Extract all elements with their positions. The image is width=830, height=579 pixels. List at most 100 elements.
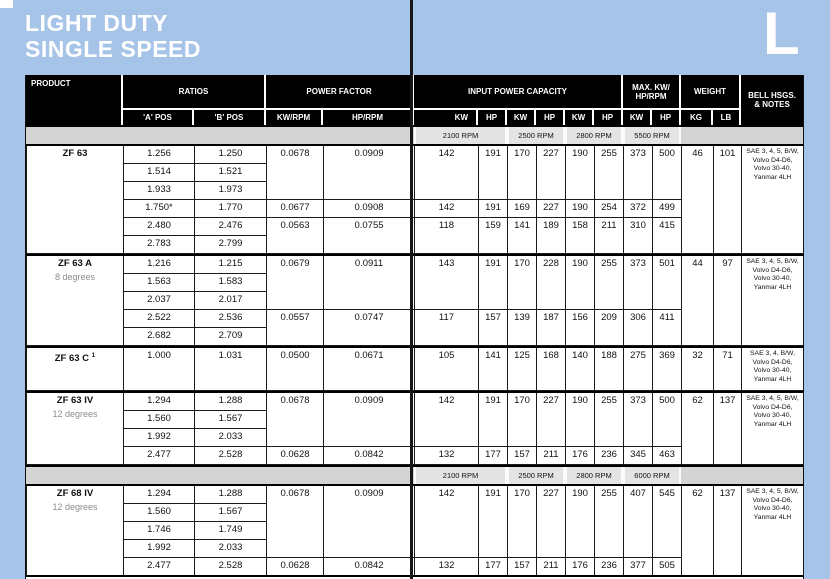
capacity-cell: 187: [536, 309, 566, 346]
capacity-cell: 310: [623, 217, 653, 254]
capacity-cell: 211: [536, 557, 566, 577]
capacity-cell: 227: [536, 484, 566, 558]
rpm-label: 5500 RPM: [623, 127, 681, 144]
page-title-line2: SINGLE SPEED: [25, 36, 201, 62]
capacity-cell: 500: [652, 144, 682, 200]
ratio-b-cell: 2.033: [194, 539, 267, 558]
capacity-cell: 176: [565, 446, 595, 465]
ratio-b-cell: 1.250: [194, 144, 267, 164]
capacity-cell: 169: [507, 199, 537, 218]
capacity-cell: 236: [594, 557, 624, 577]
ratio-b-cell: 2.536: [194, 309, 267, 328]
hp-rpm-cell: 0.0909: [323, 144, 415, 200]
ratio-a-cell: 2.477: [123, 446, 195, 465]
product-block: ZF 68 IV 12 degrees 1.294 1.288 0.0678 0.0909…: [26, 484, 804, 577]
capacity-cell: 157: [478, 309, 508, 346]
capacity-cell: 170: [507, 144, 537, 200]
kw-rpm-cell: 0.0628: [266, 557, 324, 577]
capacity-cell: 211: [594, 217, 624, 254]
capacity-cell: 190: [565, 254, 595, 310]
weight-kg-cell: 62: [681, 391, 714, 465]
hp-rpm-cell: 0.0671: [323, 346, 415, 391]
notes-cell: SAE 3, 4, 5, B/W, Volvo D4-D6, Volvo 30-40…: [741, 391, 804, 465]
kw-rpm-cell: 0.0500: [266, 346, 324, 391]
hp-rpm-cell: 0.0909: [323, 391, 415, 447]
kw-rpm-cell: 0.0557: [266, 309, 324, 346]
ratio-b-cell: 1.031: [194, 346, 267, 391]
ratio-a-cell: 2.783: [123, 235, 195, 254]
capacity-cell: 345: [623, 446, 653, 465]
weight-lb-cell: 137: [713, 484, 742, 577]
capacity-cell: 411: [652, 309, 682, 346]
subheader-kg: KG: [681, 108, 713, 125]
ratio-a-cell: 1.000: [123, 346, 195, 391]
subheader-max-kw: KW: [623, 108, 652, 125]
col-header-ratios: RATIOS: [123, 75, 266, 108]
capacity-cell: 369: [652, 346, 682, 391]
subheader-kw-2: KW: [507, 108, 536, 125]
capacity-cell: 170: [507, 484, 537, 558]
page-corner-notch: [0, 0, 13, 8]
product-name: ZF 63 IV: [56, 395, 94, 406]
ratio-a-cell: 1.746: [123, 521, 195, 540]
capacity-cell: 209: [594, 309, 624, 346]
ratio-a-cell: 1.992: [123, 539, 195, 558]
ratio-b-cell: 1.770: [194, 199, 267, 218]
capacity-cell: 191: [478, 484, 508, 558]
notes-cell: SAE 3, 4, B/W, Volvo D4-D6, Volvo 30-40, Ya…: [741, 346, 804, 391]
subheader-max-hp: HP: [652, 108, 681, 125]
ratio-a-cell: 2.037: [123, 291, 195, 310]
ratio-a-cell: 1.750*: [123, 199, 195, 218]
capacity-cell: 168: [536, 346, 566, 391]
notes-header-line1: BELL HSGS.: [748, 91, 796, 100]
notes-line: Yanmar 4LH: [753, 173, 792, 181]
notes-line: SAE 3, 4, B/W,: [750, 350, 795, 357]
subheader-hp-1: HP: [478, 108, 507, 125]
capacity-cell: 228: [536, 254, 566, 310]
capacity-cell: 191: [478, 391, 508, 447]
notes-cell: SAE 3, 4, 5, B/W, Volvo D4-D6, Volvo 30-40…: [741, 484, 804, 577]
capacity-cell: 255: [594, 391, 624, 447]
capacity-cell: 140: [565, 346, 595, 391]
notes-line: Volvo 30-40,: [753, 505, 792, 512]
capacity-cell: 236: [594, 446, 624, 465]
hp-rpm-cell: 0.0911: [323, 254, 415, 310]
hp-rpm-cell: 0.0842: [323, 446, 415, 465]
weight-lb-cell: 137: [713, 391, 742, 465]
capacity-cell: 105: [414, 346, 479, 391]
rpm-label: 2100 RPM: [414, 127, 507, 144]
col-header-max-kw-hp: MAX. KW/ HP/RPM: [623, 75, 681, 108]
capacity-cell: 189: [536, 217, 566, 254]
capacity-cell: 156: [565, 309, 595, 346]
capacity-cell: 139: [507, 309, 537, 346]
ratio-a-cell: 1.216: [123, 254, 195, 274]
hp-rpm-cell: 0.0747: [323, 309, 415, 346]
capacity-cell: 227: [536, 144, 566, 200]
notes-line: SAE 3, 4, 5, B/W,: [746, 488, 799, 495]
ratio-b-cell: 1.288: [194, 484, 267, 504]
notes-line: Volvo 30-40,: [753, 412, 792, 419]
subheader-hp-2: HP: [536, 108, 565, 125]
table-header: PRODUCT RATIOS POWER FACTOR INPUT POWER …: [26, 75, 803, 125]
capacity-cell: 501: [652, 254, 682, 310]
capacity-cell: 118: [414, 217, 479, 254]
band-spacer: [26, 127, 414, 144]
capacity-cell: 157: [507, 557, 537, 577]
product-cell: ZF 63 A 8 degrees: [26, 254, 124, 346]
ratio-b-cell: 2.709: [194, 327, 267, 346]
capacity-cell: 372: [623, 199, 653, 218]
capacity-cell: 142: [414, 484, 479, 558]
ratio-b-cell: 1.288: [194, 391, 267, 411]
ratio-a-cell: 1.294: [123, 484, 195, 504]
kw-rpm-cell: 0.0678: [266, 391, 324, 447]
notes-line: Volvo D4-D6,: [752, 266, 793, 274]
rpm-label: 2500 RPM: [507, 127, 565, 144]
subheader-kw-3: KW: [565, 108, 594, 125]
notes-line: Yanmar 4LH: [753, 420, 792, 428]
rpm-label: 2800 RPM: [565, 467, 623, 484]
ratio-b-cell: 1.215: [194, 254, 267, 274]
capacity-cell: 255: [594, 144, 624, 200]
hp-rpm-cell: 0.0755: [323, 217, 415, 254]
capacity-cell: 170: [507, 254, 537, 310]
capacity-cell: 142: [414, 391, 479, 447]
